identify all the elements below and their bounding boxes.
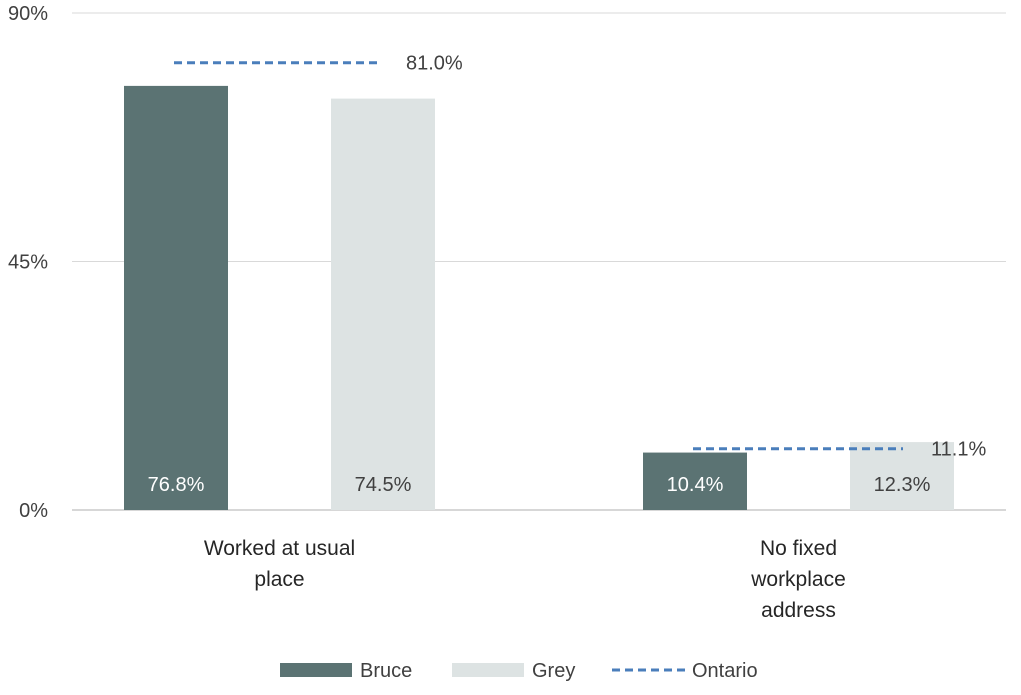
- legend: Bruce Grey Ontario: [280, 660, 758, 682]
- legend-item-bruce: Bruce: [280, 660, 412, 682]
- bar-grey-1: [850, 442, 954, 510]
- category-labels: Worked at usual place No fixed workplace add…: [204, 537, 846, 622]
- bar-value-label: 10.4%: [667, 474, 724, 496]
- legend-label: Grey: [532, 660, 575, 682]
- ontario-value-label: 81.0%: [406, 53, 463, 75]
- bar-grey-0: [331, 98, 435, 510]
- y-tick-label: 90%: [8, 3, 48, 25]
- legend-swatch: [452, 663, 524, 677]
- legend-label: Ontario: [692, 660, 758, 682]
- bar-value-label: 76.8%: [148, 474, 205, 496]
- y-tick-label: 0%: [19, 500, 48, 522]
- bars: [124, 85, 954, 510]
- category-label: Worked at usual place: [204, 537, 355, 591]
- bar-value-label: 74.5%: [355, 474, 412, 496]
- y-tick-label: 45%: [8, 252, 48, 274]
- bar-bruce-1: [643, 452, 747, 510]
- legend-item-ontario: Ontario: [612, 660, 758, 682]
- legend-label: Bruce: [360, 660, 412, 682]
- data-labels: 76.8% 10.4% 74.5% 12.3% 81.0% 11.1%: [148, 53, 987, 496]
- legend-swatch: [280, 663, 352, 677]
- category-label: No fixed workplace address: [750, 537, 846, 622]
- bar-bruce-0: [124, 85, 228, 510]
- ontario-reference-lines: [174, 61, 903, 451]
- bar-value-label: 12.3%: [874, 474, 931, 496]
- ontario-value-label: 11.1%: [931, 439, 986, 461]
- legend-item-grey: Grey: [452, 660, 575, 682]
